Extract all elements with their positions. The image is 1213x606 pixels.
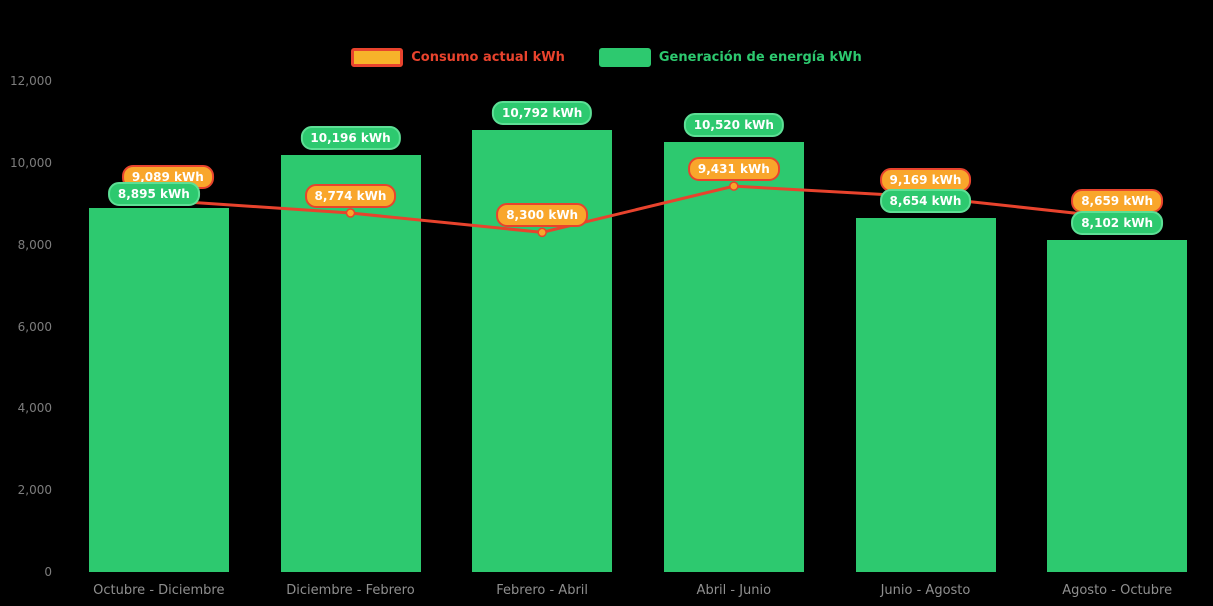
legend-label-generacion: Generación de energía kWh: [658, 50, 862, 65]
x-axis-category-label: Abril - Junio: [696, 583, 772, 598]
y-axis-tick-label: 0: [44, 565, 52, 579]
generation-bar[interactable]: [663, 141, 804, 572]
y-axis-tick-label: 2,000: [17, 483, 52, 498]
y-axis-tick-label: 4,000: [17, 401, 52, 416]
generation-value-label: 10,792 kWh: [492, 101, 593, 126]
generation-value-label: 8,895 kWh: [107, 182, 200, 207]
y-axis-tick-label: 10,000: [10, 155, 52, 170]
y-axis-tick-label: 6,000: [17, 319, 52, 334]
generation-bar[interactable]: [472, 130, 613, 572]
x-axis-category-label: Junio - Agosto: [880, 583, 971, 598]
x-axis-category-label: Agosto - Octubre: [1062, 583, 1173, 598]
consumption-point[interactable]: [537, 227, 547, 238]
y-axis-tick-label: 12,000: [10, 74, 52, 88]
consumption-value-label: 8,300 kWh: [496, 203, 589, 228]
generation-value-label: 8,102 kWh: [1071, 211, 1164, 236]
chart-legend: Consumo actual kWh Generación de energía…: [0, 48, 1213, 67]
generation-bar[interactable]: [855, 217, 996, 572]
legend-item-consumo[interactable]: Consumo actual kWh: [351, 48, 565, 67]
legend-label-consumo: Consumo actual kWh: [411, 50, 565, 65]
consumption-value-label: 8,659 kWh: [1071, 188, 1164, 213]
generation-value-label: 10,520 kWh: [683, 112, 784, 137]
consumption-point[interactable]: [345, 208, 356, 218]
generation-bar[interactable]: [88, 208, 229, 572]
generation-bar[interactable]: [1047, 240, 1188, 572]
x-axis-category-label: Diciembre - Febrero: [286, 583, 415, 598]
consumption-point[interactable]: [729, 181, 739, 191]
x-axis-category-label: Octubre - Diciembre: [93, 583, 225, 598]
y-axis-tick-label: 8,000: [17, 237, 52, 252]
generation-value-label: 8,654 kWh: [879, 188, 972, 213]
generacion-swatch-icon: [598, 48, 651, 67]
x-axis-category-label: Febrero - Abril: [496, 583, 589, 598]
generation-value-label: 10,196 kWh: [300, 125, 401, 150]
consumo-swatch-icon: [351, 48, 404, 67]
legend-item-generacion[interactable]: Generación de energía kWh: [598, 48, 862, 67]
consumption-value-label: 8,774 kWh: [304, 183, 397, 208]
consumption-value-label: 9,431 kWh: [687, 157, 780, 182]
